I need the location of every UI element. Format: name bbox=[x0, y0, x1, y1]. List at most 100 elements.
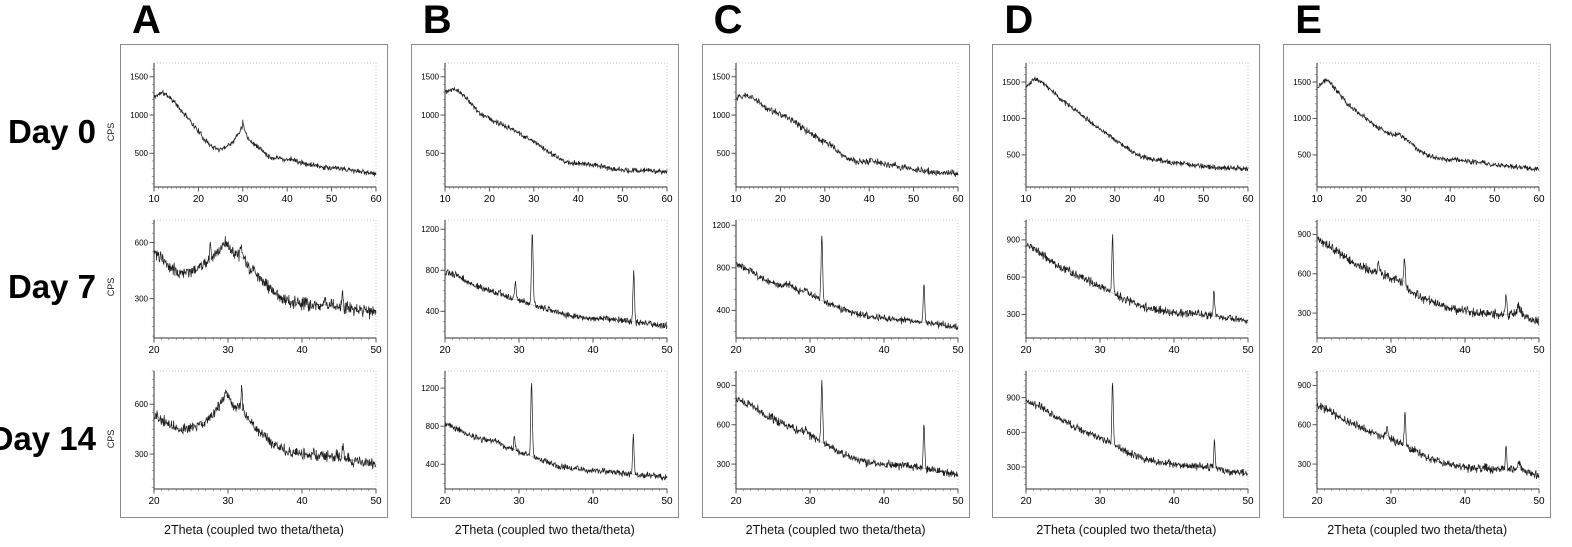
svg-text:10: 10 bbox=[1021, 194, 1033, 205]
svg-text:500: 500 bbox=[135, 149, 149, 158]
svg-text:40: 40 bbox=[863, 194, 875, 205]
svg-text:300: 300 bbox=[135, 450, 149, 459]
svg-text:20: 20 bbox=[148, 496, 160, 507]
svg-text:40: 40 bbox=[282, 194, 294, 205]
svg-text:20: 20 bbox=[1021, 496, 1033, 507]
svg-text:300: 300 bbox=[1007, 463, 1021, 472]
svg-text:30: 30 bbox=[528, 194, 540, 205]
xrd-subplot-B-day14: 20 30 40 50 400 800 1200 bbox=[421, 370, 673, 507]
svg-text:1000: 1000 bbox=[712, 111, 730, 120]
svg-text:900: 900 bbox=[716, 381, 730, 390]
x-axis-title-C: 2Theta (coupled two theta/theta) bbox=[745, 523, 926, 537]
panel-letter-D: D bbox=[1004, 0, 1034, 42]
svg-text:50: 50 bbox=[370, 345, 382, 356]
svg-text:50: 50 bbox=[370, 496, 382, 507]
svg-text:40: 40 bbox=[1460, 496, 1472, 507]
svg-text:30: 30 bbox=[1095, 345, 1107, 356]
svg-text:300: 300 bbox=[135, 294, 149, 303]
svg-text:30: 30 bbox=[237, 194, 249, 205]
xrd-subplot-A-day14: 20 30 40 50 300 600 bbox=[135, 370, 382, 507]
svg-text:30: 30 bbox=[1386, 345, 1398, 356]
svg-text:1000: 1000 bbox=[1003, 114, 1021, 123]
row-label-gutter: Day 0 Day 7 Day 14 CPS CPS CPS bbox=[0, 0, 118, 547]
svg-text:60: 60 bbox=[370, 194, 382, 205]
xrd-subplot-D-day7: 20 30 40 50 300 600 900 bbox=[1007, 219, 1254, 356]
xrd-subplot-B-day7: 20 30 40 50 400 800 1200 bbox=[421, 219, 673, 356]
svg-text:20: 20 bbox=[1065, 194, 1077, 205]
y-axis-label-cps-day14: CPS bbox=[106, 429, 116, 449]
row-label-day7: Day 7 bbox=[7, 268, 96, 305]
svg-text:50: 50 bbox=[617, 194, 629, 205]
svg-text:40: 40 bbox=[1460, 345, 1472, 356]
svg-text:20: 20 bbox=[1356, 194, 1368, 205]
xrd-subplot-B-day0: 10 20 30 40 50 60 500 1000 1500 bbox=[421, 62, 673, 205]
panel-letter-E: E bbox=[1295, 0, 1322, 42]
svg-text:30: 30 bbox=[1095, 496, 1107, 507]
svg-text:40: 40 bbox=[1169, 345, 1181, 356]
panel-column-C: C 10 20 30 40 50 60 500 1000 1500 20 30 40 50 400 800 12… bbox=[700, 0, 991, 547]
xrd-subplot-D-day0: 10 20 30 40 50 60 500 1000 1500 bbox=[1003, 62, 1254, 205]
svg-text:30: 30 bbox=[222, 345, 234, 356]
svg-text:500: 500 bbox=[425, 149, 439, 158]
svg-text:30: 30 bbox=[513, 345, 525, 356]
svg-text:1000: 1000 bbox=[1293, 114, 1311, 123]
svg-text:300: 300 bbox=[716, 460, 730, 469]
svg-text:600: 600 bbox=[1298, 270, 1312, 279]
svg-text:30: 30 bbox=[1400, 194, 1412, 205]
svg-text:30: 30 bbox=[513, 496, 525, 507]
svg-text:60: 60 bbox=[1534, 194, 1546, 205]
svg-text:20: 20 bbox=[1312, 345, 1324, 356]
row-label-day14: Day 14 bbox=[0, 420, 96, 457]
svg-text:40: 40 bbox=[878, 496, 890, 507]
svg-text:1500: 1500 bbox=[712, 73, 730, 82]
svg-text:600: 600 bbox=[1007, 428, 1021, 437]
svg-text:40: 40 bbox=[587, 345, 599, 356]
x-axis-title-D: 2Theta (coupled two theta/theta) bbox=[1036, 523, 1217, 537]
svg-text:1500: 1500 bbox=[1293, 78, 1311, 87]
svg-text:60: 60 bbox=[952, 194, 964, 205]
svg-text:40: 40 bbox=[572, 194, 584, 205]
svg-text:1500: 1500 bbox=[1003, 78, 1021, 87]
svg-text:400: 400 bbox=[716, 306, 730, 315]
svg-text:20: 20 bbox=[1312, 496, 1324, 507]
svg-text:50: 50 bbox=[661, 345, 673, 356]
svg-text:600: 600 bbox=[716, 421, 730, 430]
svg-text:60: 60 bbox=[661, 194, 673, 205]
svg-text:900: 900 bbox=[1298, 230, 1312, 239]
panel-column-E: E 10 20 30 40 50 60 500 1000 1500 20 30 40 50 300 600 90… bbox=[1281, 0, 1572, 547]
svg-text:300: 300 bbox=[1007, 310, 1021, 319]
figure-grid: A 10 20 30 40 50 60 500 1000 1500 20 30 40 50 300 600 20… bbox=[118, 0, 1572, 547]
xrd-subplot-E-day14: 20 30 40 50 300 600 900 bbox=[1298, 370, 1545, 507]
svg-text:40: 40 bbox=[587, 496, 599, 507]
svg-text:10: 10 bbox=[148, 194, 160, 205]
svg-text:900: 900 bbox=[1007, 236, 1021, 245]
svg-text:50: 50 bbox=[952, 345, 964, 356]
svg-text:20: 20 bbox=[730, 496, 742, 507]
svg-text:500: 500 bbox=[1298, 151, 1312, 160]
svg-text:900: 900 bbox=[1007, 393, 1021, 402]
svg-text:900: 900 bbox=[1298, 381, 1312, 390]
svg-text:300: 300 bbox=[1298, 460, 1312, 469]
panel-column-D: D 10 20 30 40 50 60 500 1000 1500 20 30 40 50 300 600 90… bbox=[990, 0, 1281, 547]
svg-text:800: 800 bbox=[425, 266, 439, 275]
svg-text:50: 50 bbox=[952, 496, 964, 507]
svg-text:400: 400 bbox=[425, 307, 439, 316]
x-axis-title-E: 2Theta (coupled two theta/theta) bbox=[1327, 523, 1508, 537]
panel-letter-C: C bbox=[713, 0, 743, 42]
svg-text:400: 400 bbox=[425, 460, 439, 469]
svg-text:600: 600 bbox=[135, 238, 149, 247]
panel-column-B: B 10 20 30 40 50 60 500 1000 1500 20 30 40 50 400 800 12… bbox=[409, 0, 700, 547]
svg-text:50: 50 bbox=[1243, 496, 1255, 507]
x-axis-title-B: 2Theta (coupled two theta/theta) bbox=[454, 523, 635, 537]
panel-box-A: 10 20 30 40 50 60 500 1000 1500 20 30 40 50 300 600 20 3… bbox=[120, 44, 388, 518]
svg-text:30: 30 bbox=[819, 194, 831, 205]
panel-box-B: 10 20 30 40 50 60 500 1000 1500 20 30 40 50 400 800 120… bbox=[410, 44, 679, 518]
svg-text:50: 50 bbox=[326, 194, 338, 205]
svg-text:30: 30 bbox=[804, 345, 816, 356]
xrd-subplot-D-day14: 20 30 40 50 300 600 900 bbox=[1007, 370, 1255, 507]
svg-text:20: 20 bbox=[730, 345, 742, 356]
svg-text:20: 20 bbox=[439, 496, 451, 507]
panel-box-C: 10 20 30 40 50 60 500 1000 1500 20 30 40 50 400 800 120… bbox=[701, 44, 970, 518]
svg-text:300: 300 bbox=[1298, 309, 1312, 318]
